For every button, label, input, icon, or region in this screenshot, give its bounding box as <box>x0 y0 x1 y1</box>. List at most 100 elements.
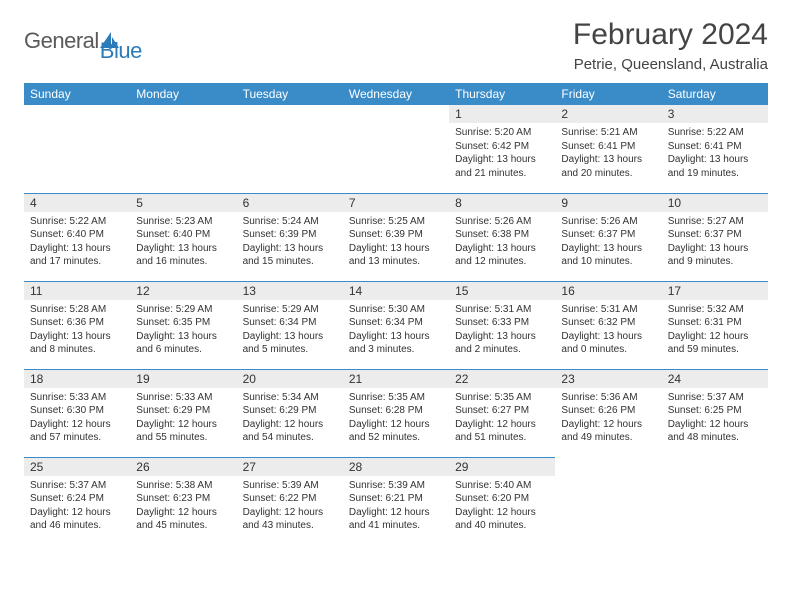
day-content: Sunrise: 5:31 AMSunset: 6:33 PMDaylight:… <box>449 300 555 360</box>
day-content: Sunrise: 5:24 AMSunset: 6:39 PMDaylight:… <box>237 212 343 272</box>
calendar-cell <box>343 105 449 193</box>
day-number: 19 <box>130 370 236 388</box>
day-number: 2 <box>555 105 661 123</box>
day-number: 24 <box>662 370 768 388</box>
logo-text-blue: Blue <box>100 38 142 64</box>
day-content: Sunrise: 5:27 AMSunset: 6:37 PMDaylight:… <box>662 212 768 272</box>
day-number: 7 <box>343 194 449 212</box>
calendar-cell: 21Sunrise: 5:35 AMSunset: 6:28 PMDayligh… <box>343 369 449 457</box>
calendar-cell: 29Sunrise: 5:40 AMSunset: 6:20 PMDayligh… <box>449 457 555 545</box>
day-number: 17 <box>662 282 768 300</box>
day-number: 9 <box>555 194 661 212</box>
day-number: 20 <box>237 370 343 388</box>
day-content: Sunrise: 5:37 AMSunset: 6:24 PMDaylight:… <box>24 476 130 536</box>
day-content: Sunrise: 5:26 AMSunset: 6:38 PMDaylight:… <box>449 212 555 272</box>
day-number: 18 <box>24 370 130 388</box>
day-content: Sunrise: 5:26 AMSunset: 6:37 PMDaylight:… <box>555 212 661 272</box>
calendar-cell: 26Sunrise: 5:38 AMSunset: 6:23 PMDayligh… <box>130 457 236 545</box>
day-number: 11 <box>24 282 130 300</box>
day-content: Sunrise: 5:22 AMSunset: 6:40 PMDaylight:… <box>24 212 130 272</box>
calendar-cell: 9Sunrise: 5:26 AMSunset: 6:37 PMDaylight… <box>555 193 661 281</box>
day-number: 21 <box>343 370 449 388</box>
calendar-cell: 6Sunrise: 5:24 AMSunset: 6:39 PMDaylight… <box>237 193 343 281</box>
day-content: Sunrise: 5:33 AMSunset: 6:30 PMDaylight:… <box>24 388 130 448</box>
day-number: 29 <box>449 458 555 476</box>
weekday-header: Sunday <box>24 83 130 105</box>
day-number: 12 <box>130 282 236 300</box>
day-number: 6 <box>237 194 343 212</box>
logo: General Blue <box>24 18 142 64</box>
day-content: Sunrise: 5:40 AMSunset: 6:20 PMDaylight:… <box>449 476 555 536</box>
calendar-cell: 24Sunrise: 5:37 AMSunset: 6:25 PMDayligh… <box>662 369 768 457</box>
day-content: Sunrise: 5:36 AMSunset: 6:26 PMDaylight:… <box>555 388 661 448</box>
logo-text-gray: General <box>24 28 99 54</box>
page-header: General Blue February 2024 Petrie, Queen… <box>24 18 768 73</box>
calendar-cell: 20Sunrise: 5:34 AMSunset: 6:29 PMDayligh… <box>237 369 343 457</box>
calendar-cell: 22Sunrise: 5:35 AMSunset: 6:27 PMDayligh… <box>449 369 555 457</box>
calendar-cell: 10Sunrise: 5:27 AMSunset: 6:37 PMDayligh… <box>662 193 768 281</box>
weekday-header: Tuesday <box>237 83 343 105</box>
calendar-cell: 3Sunrise: 5:22 AMSunset: 6:41 PMDaylight… <box>662 105 768 193</box>
day-number: 23 <box>555 370 661 388</box>
weekday-header: Wednesday <box>343 83 449 105</box>
weekday-header: Thursday <box>449 83 555 105</box>
day-number: 3 <box>662 105 768 123</box>
calendar-cell <box>237 105 343 193</box>
calendar-cell: 8Sunrise: 5:26 AMSunset: 6:38 PMDaylight… <box>449 193 555 281</box>
day-number: 28 <box>343 458 449 476</box>
day-content: Sunrise: 5:33 AMSunset: 6:29 PMDaylight:… <box>130 388 236 448</box>
day-number: 25 <box>24 458 130 476</box>
day-number: 10 <box>662 194 768 212</box>
day-content: Sunrise: 5:29 AMSunset: 6:35 PMDaylight:… <box>130 300 236 360</box>
day-content: Sunrise: 5:30 AMSunset: 6:34 PMDaylight:… <box>343 300 449 360</box>
calendar-cell: 16Sunrise: 5:31 AMSunset: 6:32 PMDayligh… <box>555 281 661 369</box>
calendar-cell: 14Sunrise: 5:30 AMSunset: 6:34 PMDayligh… <box>343 281 449 369</box>
calendar-cell: 18Sunrise: 5:33 AMSunset: 6:30 PMDayligh… <box>24 369 130 457</box>
day-content: Sunrise: 5:29 AMSunset: 6:34 PMDaylight:… <box>237 300 343 360</box>
calendar-cell: 1Sunrise: 5:20 AMSunset: 6:42 PMDaylight… <box>449 105 555 193</box>
day-content: Sunrise: 5:20 AMSunset: 6:42 PMDaylight:… <box>449 123 555 183</box>
calendar-cell: 11Sunrise: 5:28 AMSunset: 6:36 PMDayligh… <box>24 281 130 369</box>
day-content: Sunrise: 5:34 AMSunset: 6:29 PMDaylight:… <box>237 388 343 448</box>
day-content: Sunrise: 5:39 AMSunset: 6:21 PMDaylight:… <box>343 476 449 536</box>
calendar-cell <box>555 457 661 545</box>
day-content: Sunrise: 5:32 AMSunset: 6:31 PMDaylight:… <box>662 300 768 360</box>
day-content: Sunrise: 5:37 AMSunset: 6:25 PMDaylight:… <box>662 388 768 448</box>
day-number: 26 <box>130 458 236 476</box>
day-content: Sunrise: 5:35 AMSunset: 6:28 PMDaylight:… <box>343 388 449 448</box>
calendar-cell: 23Sunrise: 5:36 AMSunset: 6:26 PMDayligh… <box>555 369 661 457</box>
day-number: 15 <box>449 282 555 300</box>
day-content: Sunrise: 5:31 AMSunset: 6:32 PMDaylight:… <box>555 300 661 360</box>
calendar-cell: 28Sunrise: 5:39 AMSunset: 6:21 PMDayligh… <box>343 457 449 545</box>
day-number: 8 <box>449 194 555 212</box>
day-number: 27 <box>237 458 343 476</box>
title-block: February 2024 Petrie, Queensland, Austra… <box>573 18 768 73</box>
calendar-cell <box>24 105 130 193</box>
day-content: Sunrise: 5:38 AMSunset: 6:23 PMDaylight:… <box>130 476 236 536</box>
calendar-cell: 17Sunrise: 5:32 AMSunset: 6:31 PMDayligh… <box>662 281 768 369</box>
day-content: Sunrise: 5:25 AMSunset: 6:39 PMDaylight:… <box>343 212 449 272</box>
calendar-table: SundayMondayTuesdayWednesdayThursdayFrid… <box>24 83 768 545</box>
day-number: 4 <box>24 194 130 212</box>
calendar-cell: 27Sunrise: 5:39 AMSunset: 6:22 PMDayligh… <box>237 457 343 545</box>
day-content: Sunrise: 5:28 AMSunset: 6:36 PMDaylight:… <box>24 300 130 360</box>
day-content: Sunrise: 5:39 AMSunset: 6:22 PMDaylight:… <box>237 476 343 536</box>
weekday-header: Monday <box>130 83 236 105</box>
day-content: Sunrise: 5:21 AMSunset: 6:41 PMDaylight:… <box>555 123 661 183</box>
day-number: 1 <box>449 105 555 123</box>
month-title: February 2024 <box>573 18 768 52</box>
calendar-cell: 5Sunrise: 5:23 AMSunset: 6:40 PMDaylight… <box>130 193 236 281</box>
weekday-header: Saturday <box>662 83 768 105</box>
weekday-header: Friday <box>555 83 661 105</box>
calendar-cell: 12Sunrise: 5:29 AMSunset: 6:35 PMDayligh… <box>130 281 236 369</box>
day-number: 16 <box>555 282 661 300</box>
day-content: Sunrise: 5:23 AMSunset: 6:40 PMDaylight:… <box>130 212 236 272</box>
day-content: Sunrise: 5:35 AMSunset: 6:27 PMDaylight:… <box>449 388 555 448</box>
calendar-header-row: SundayMondayTuesdayWednesdayThursdayFrid… <box>24 83 768 105</box>
calendar-cell: 15Sunrise: 5:31 AMSunset: 6:33 PMDayligh… <box>449 281 555 369</box>
day-number: 5 <box>130 194 236 212</box>
calendar-cell: 25Sunrise: 5:37 AMSunset: 6:24 PMDayligh… <box>24 457 130 545</box>
calendar-body: 1Sunrise: 5:20 AMSunset: 6:42 PMDaylight… <box>24 105 768 545</box>
calendar-cell: 2Sunrise: 5:21 AMSunset: 6:41 PMDaylight… <box>555 105 661 193</box>
day-number: 22 <box>449 370 555 388</box>
